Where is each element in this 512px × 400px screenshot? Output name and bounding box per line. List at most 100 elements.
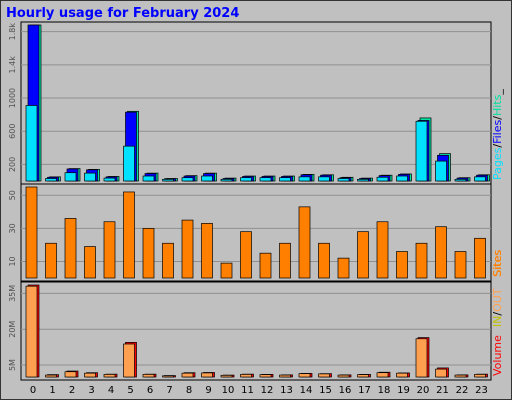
bar-top-pages [162,178,174,182]
xtick-label: 10 [222,385,235,396]
ytick-label-top: 1000 [8,88,17,108]
bar-bottom-out [181,372,194,378]
panel-border-middle [20,183,492,282]
legend-entry: Hits [491,94,504,116]
ytick-label-top: 1.8k [8,23,17,41]
bar-middle-sites [318,242,330,279]
xtick-label: 11 [241,385,254,396]
bar-top-pages [45,178,57,182]
bar-top-pages [25,105,38,182]
bar-middle-sites [396,251,408,279]
legend-entry: Sites [491,249,504,276]
xtick-label: 12 [261,385,274,396]
ytick-label-top: 200 [8,157,17,172]
bar-top-pages [220,178,233,182]
xtick-label: 19 [397,385,410,396]
bar-top-pages [454,178,467,182]
bar-middle-sites [435,226,447,279]
legend-middle: Sites [491,250,504,277]
bar-top-pages [142,175,155,182]
legend-entry: OUT [491,288,504,312]
bar-top-pages [103,177,116,182]
bar-top-pages [84,172,96,182]
bar-top-pages [279,177,291,182]
chart-title: Hourly usage for February 2024 [6,6,240,21]
xtick-label: 14 [300,385,313,396]
bar-top-pages [415,120,428,182]
ytick-label-top: 600 [8,124,17,139]
bar-top-pages [357,178,369,182]
xtick-label: 4 [108,385,114,396]
bar-middle-sites [259,252,272,279]
bar-top-pages [376,176,389,182]
bar-middle-sites [376,221,389,279]
bar-bottom-out [64,371,77,378]
ytick-label-bottom: 20M [8,321,17,338]
bar-top-pages [298,176,311,182]
bar-top-pages [181,177,194,182]
bar-bottom-out [318,373,330,378]
bar-top-pages [240,177,252,182]
legend-entry: / [491,312,504,316]
bar-top-pages [201,175,213,182]
legend-entry: Pages [491,147,504,180]
bar-bottom-out [435,368,447,378]
bar-middle-sites [103,221,116,279]
bar-middle-sites [357,231,369,279]
bar-middle-sites [474,237,486,279]
bar-top-pages [64,172,77,182]
bar-bottom-out [279,374,291,378]
ytick-label-bottom: 35M [8,285,17,302]
bar-middle-sites [123,191,135,279]
bar-middle-sites [454,251,467,279]
bar-middle-sites [84,246,96,279]
xtick-label: 18 [378,385,391,396]
xtick-label: 6 [147,385,153,396]
bar-top-pages [259,177,272,182]
bar-bottom-out [259,374,272,378]
ytick-label-middle: 10 [8,256,17,266]
bar-bottom-out [376,372,389,378]
bar-bottom-out [357,374,369,378]
legend-entry: Sites [491,250,504,277]
xtick-label: 15 [319,385,332,396]
legend-entry: / [491,116,504,120]
legend-entry: / [491,144,504,148]
bar-middle-sites [25,186,38,279]
legend-entry: _ [491,89,504,96]
bar-middle-sites [45,242,57,279]
bar-bottom-out [123,343,135,378]
legend-bottom: Volume IN/OUT Sites [491,249,504,376]
bar-middle-sites [142,228,155,279]
bar-bottom-out [396,372,408,378]
bar-middle-sites [64,218,77,279]
bar-top-pages [318,176,330,182]
bar-top-pages [474,176,486,182]
xtick-label: 0 [30,385,36,396]
bar-top-pages [396,175,408,182]
xtick-label: 20 [417,385,430,396]
xtick-label: 9 [205,385,211,396]
bar-bottom-out [220,374,233,378]
bar-bottom-out [415,338,428,378]
ytick-label-bottom: 5M [8,359,17,371]
bar-middle-sites [337,257,350,279]
xtick-label: 17 [358,385,371,396]
bar-top-pages [123,145,135,182]
bar-middle-sites [240,231,252,279]
xtick-label: 23 [475,385,488,396]
bar-middle-sites [220,262,233,279]
panel-border-bottom [20,281,492,381]
xtick-label: 5 [127,385,133,396]
bar-bottom-out [298,373,311,378]
xtick-label: 2 [69,385,75,396]
xtick-label: 22 [456,385,469,396]
bar-middle-sites [181,219,194,279]
bar-middle-sites [298,206,311,279]
xtick-label: 8 [186,385,192,396]
bar-bottom-out [454,374,467,378]
bar-bottom-out [162,375,174,378]
bar-bottom-out [337,374,350,378]
